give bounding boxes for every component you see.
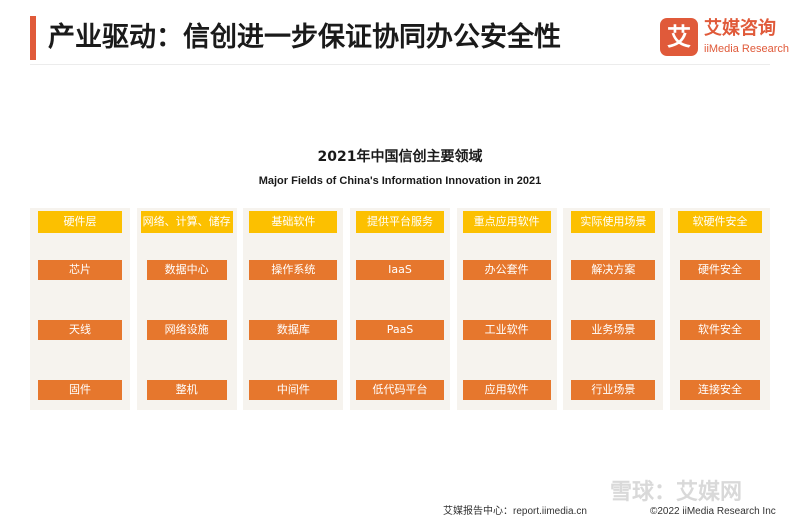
logo-name-en: iiMedia Research: [704, 43, 789, 55]
field-column-header: 软硬件安全: [678, 211, 763, 233]
field-item: 固件: [38, 380, 122, 400]
footer-copyright: ©2022 iiMedia Research Inc: [650, 506, 776, 517]
field-column: 软硬件安全硬件安全软件安全连接安全: [670, 208, 771, 410]
field-item: 操作系统: [249, 260, 338, 280]
field-item: 行业场景: [571, 380, 656, 400]
field-item: 解决方案: [571, 260, 656, 280]
field-column: 基础软件操作系统数据库中间件: [243, 208, 344, 410]
footer-source: 艾媒报告中心：report.iimedia.cn: [443, 506, 587, 517]
field-item: 数据库: [249, 320, 338, 340]
field-column-header: 重点应用软件: [462, 211, 551, 233]
field-column: 网络、计算、储存 数据中心网络设施整机: [136, 208, 237, 410]
title-accent-bar: [30, 16, 36, 60]
diagram-title: 2021年中国信创主要领域: [317, 149, 483, 165]
field-item: 低代码平台: [356, 380, 444, 400]
page-title: 产业驱动：信创进一步保证协同办公安全性: [48, 22, 561, 53]
diagram-subtitle: Major Fields of China's Information Inno…: [258, 175, 542, 187]
field-item: 中间件: [249, 380, 338, 400]
logo-name-cn: 艾媒咨询: [704, 18, 776, 39]
field-item: 办公套件: [462, 260, 551, 280]
fields-diagram: 硬件层 芯片 天线 固件 网络、计算、储存 数据中心 网络设施 整机 基础软件 操作系统 数据库 中间…: [30, 208, 771, 410]
field-item: 硬件安全: [680, 260, 761, 280]
field-item: 工业软件: [462, 320, 551, 340]
field-column: 硬件层 芯片 天线 固件: [30, 208, 130, 410]
field-item: IaaS: [356, 260, 444, 280]
field-column-header: 实际使用场景: [571, 211, 656, 233]
field-column: 重点应用软件 办公套件工业软件应用软件: [456, 208, 557, 410]
field-column: 提供平台服务 IaaS PaaS 低代码平台: [350, 208, 450, 410]
watermark: 雪球：艾媒网: [610, 480, 743, 505]
field-item: 应用软件: [462, 380, 551, 400]
field-item: 业务场景: [571, 320, 656, 340]
field-item: 网络设施: [146, 320, 227, 340]
field-item: 软件安全: [680, 320, 761, 340]
field-column: 实际使用场景 解决方案业务场景行业场景: [563, 208, 664, 410]
field-column-header: 基础软件: [249, 211, 338, 233]
field-item: 数据中心: [146, 260, 227, 280]
field-item: PaaS: [356, 320, 444, 340]
field-column-header: 提供平台服务: [356, 211, 444, 233]
field-column-header: 硬件层: [38, 211, 122, 233]
logo-mark-icon: 艾: [660, 18, 698, 56]
field-item: 芯片: [38, 260, 122, 280]
header-divider: [30, 64, 770, 65]
field-column-header: 网络、计算、储存: [140, 211, 233, 233]
field-item: 天线: [38, 320, 122, 340]
field-item: 整机: [146, 380, 227, 400]
field-item: 连接安全: [680, 380, 761, 400]
